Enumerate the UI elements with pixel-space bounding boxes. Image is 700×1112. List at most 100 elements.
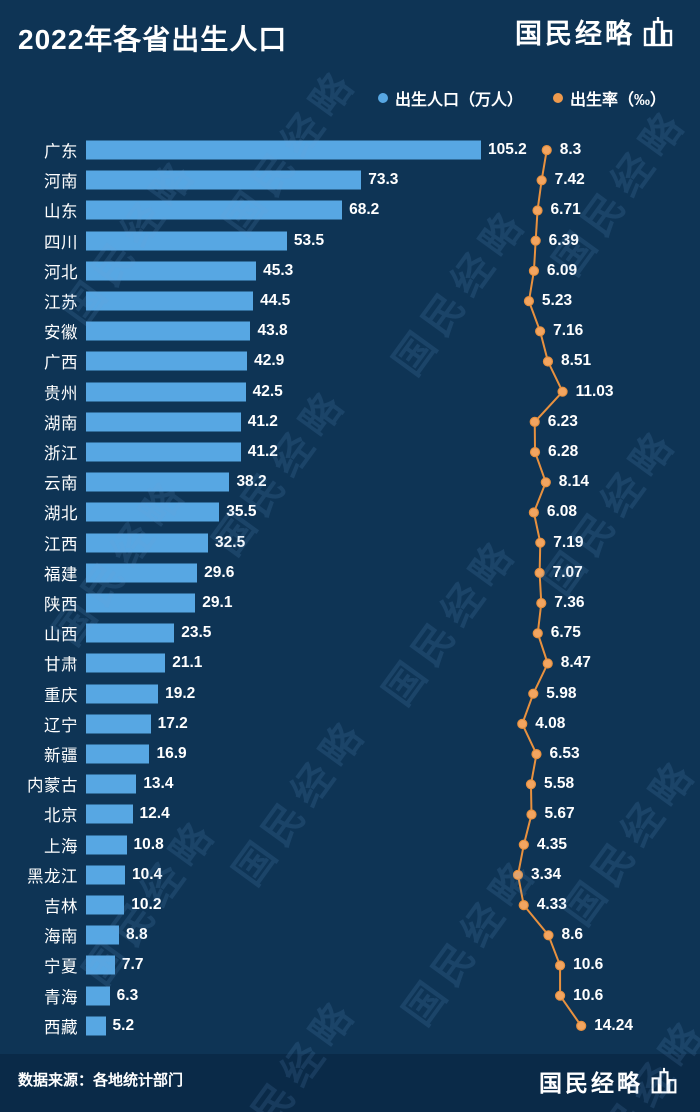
population-bar: [86, 1016, 106, 1036]
rate-value-label: 7.07: [552, 563, 583, 581]
category-label: 重庆: [44, 686, 78, 705]
rate-value-label: 10.6: [573, 956, 604, 974]
category-label: 宁夏: [44, 958, 78, 977]
population-bar: [86, 412, 241, 432]
population-bar: [86, 442, 241, 462]
population-value-label: 41.2: [247, 412, 278, 430]
chart-row: 辽宁 17.2: [0, 709, 700, 739]
category-label: 湖南: [44, 414, 78, 433]
chart-row: 吉林 10.2: [0, 890, 700, 920]
legend-label-rate: 出生率（‰）: [569, 92, 666, 109]
chart-row: 河北 45.3: [0, 256, 700, 286]
chart-row: 浙江 41.2: [0, 437, 700, 467]
chart-row: 湖北 35.5: [0, 497, 700, 527]
chart-row: 海南 8.8: [0, 920, 700, 950]
population-bar: [86, 986, 110, 1006]
population-value-label: 73.3: [368, 171, 399, 189]
rate-value-label: 7.42: [554, 171, 585, 189]
population-bar: [86, 533, 209, 553]
brand-logo-top: 国民经略: [515, 12, 674, 51]
population-bar: [86, 623, 175, 643]
chart-row: 广东 105.2: [0, 135, 700, 165]
category-label: 江西: [44, 535, 78, 554]
population-value-label: 12.4: [139, 805, 170, 823]
rate-value-label: 6.75: [550, 624, 581, 642]
legend-dot-population: [377, 93, 388, 103]
population-bar: [86, 835, 127, 855]
legend-dot-rate: [552, 93, 563, 103]
chart-legend: 出生人口（万人） 出生率（‰）: [377, 86, 666, 110]
category-label: 四川: [44, 233, 78, 252]
population-bar: [86, 653, 166, 673]
chart-row: 河南 73.3: [0, 165, 700, 195]
category-label: 安徽: [44, 324, 78, 343]
brand-logo-text: 国民经略: [539, 1070, 643, 1096]
population-bar: [86, 200, 343, 220]
chart-row: 甘肃 21.1: [0, 648, 700, 678]
population-bar: [86, 382, 246, 402]
population-bar: [86, 351, 248, 371]
category-label: 内蒙古: [27, 777, 78, 796]
category-label: 广东: [44, 143, 78, 162]
category-label: 新疆: [44, 747, 78, 766]
category-label: 云南: [44, 475, 78, 494]
population-value-label: 44.5: [260, 292, 291, 310]
category-label: 上海: [44, 837, 78, 856]
category-label: 山东: [44, 203, 78, 222]
population-bar: [86, 593, 196, 613]
category-label: 海南: [44, 928, 78, 947]
category-label: 福建: [44, 565, 78, 584]
rate-value-label: 8.51: [560, 352, 592, 370]
chart-row: 重庆 19.2: [0, 679, 700, 709]
rate-value-label: 11.03: [575, 382, 614, 400]
population-bar: [86, 895, 125, 915]
rate-value-label: 4.33: [536, 896, 567, 914]
chart-row: 江西 32.5: [0, 528, 700, 558]
chart-row: 江苏 44.5: [0, 286, 700, 316]
category-label: 西藏: [44, 1018, 78, 1037]
chart-row: 安徽 43.8: [0, 316, 700, 346]
population-value-label: 42.5: [252, 382, 283, 400]
chart-row: 广西 42.9: [0, 346, 700, 376]
population-value-label: 53.5: [293, 231, 325, 249]
population-bar: [86, 774, 137, 794]
rate-value-label: 5.23: [541, 292, 573, 310]
category-label: 浙江: [44, 445, 78, 464]
chart-row: 青海 6.3: [0, 981, 700, 1011]
population-bar: [86, 955, 115, 975]
category-label: 辽宁: [44, 716, 78, 735]
category-label: 黑龙江: [27, 867, 78, 886]
population-value-label: 17.2: [157, 714, 188, 732]
rate-value-label: 8.47: [560, 654, 591, 672]
rate-value-label: 7.19: [553, 533, 584, 551]
category-label: 吉林: [44, 898, 78, 917]
population-value-label: 45.3: [263, 261, 294, 279]
population-bar: [86, 140, 482, 160]
population-value-label: 6.3: [116, 986, 139, 1004]
rate-value-label: 10.6: [573, 986, 604, 1004]
population-value-label: 29.6: [204, 563, 235, 581]
chart-row: 湖南 41.2: [0, 407, 700, 437]
legend-item-population: 出生人口（万人）: [377, 86, 523, 110]
population-value-label: 35.5: [226, 503, 257, 521]
legend-item-rate: 出生率（‰）: [552, 86, 666, 110]
rate-value-label: 5.58: [543, 775, 575, 793]
population-bar: [86, 261, 257, 281]
population-bar: [86, 563, 198, 583]
population-bar: [86, 744, 150, 764]
rate-value-label: 7.16: [553, 322, 584, 340]
population-value-label: 23.5: [181, 624, 212, 642]
population-value-label: 21.1: [172, 654, 203, 672]
page-title: 2022年各省出生人口: [18, 24, 288, 55]
chart-row: 陕西 29.1: [0, 588, 700, 618]
population-value-label: 68.2: [349, 201, 380, 219]
population-bar: [86, 472, 230, 492]
rate-value-label: 6.39: [548, 231, 579, 249]
data-source: 数据来源：各地统计部门: [18, 1072, 184, 1089]
population-value-label: 38.2: [236, 473, 267, 491]
chart-row: 上海 10.8: [0, 830, 700, 860]
category-label: 贵州: [44, 384, 78, 403]
chart-row: 山东 68.2: [0, 195, 700, 225]
rate-value-label: 6.53: [549, 745, 580, 763]
category-label: 山西: [44, 626, 78, 645]
